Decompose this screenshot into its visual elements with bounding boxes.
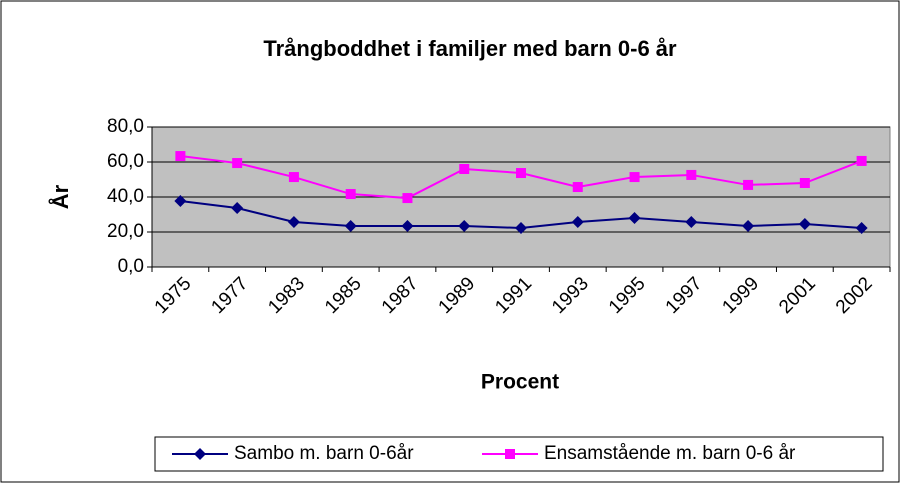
y-tick-label: 60,0 bbox=[107, 151, 144, 172]
legend-label: Ensamstående m. barn 0-6 år bbox=[544, 443, 796, 464]
data-point bbox=[288, 172, 299, 183]
chart-title: Trångboddhet i familjer med barn 0-6 år bbox=[263, 36, 677, 61]
data-point bbox=[174, 195, 187, 208]
legend-marker bbox=[194, 448, 206, 460]
y-tick-label: 40,0 bbox=[107, 186, 144, 207]
data-point bbox=[401, 220, 414, 233]
legend-marker bbox=[505, 449, 515, 459]
data-point bbox=[855, 221, 868, 234]
data-point bbox=[287, 216, 300, 229]
data-point bbox=[232, 158, 243, 169]
y-tick-label: 80,0 bbox=[107, 116, 144, 137]
data-point bbox=[571, 216, 584, 229]
data-point bbox=[231, 202, 244, 215]
data-point bbox=[743, 179, 754, 190]
data-point bbox=[856, 155, 867, 166]
y-axis-label: År bbox=[47, 184, 73, 209]
y-tick-label: 0,0 bbox=[118, 256, 144, 277]
data-point bbox=[685, 216, 698, 229]
data-point bbox=[515, 221, 527, 234]
data-point bbox=[799, 178, 810, 188]
data-point bbox=[628, 212, 641, 224]
data-point bbox=[459, 164, 470, 174]
data-point bbox=[686, 169, 697, 180]
legend-label: Sambo m. barn 0-6år bbox=[234, 443, 414, 464]
data-point bbox=[629, 172, 640, 183]
data-point bbox=[798, 217, 811, 230]
data-point bbox=[344, 220, 357, 233]
y-tick-label: 20,0 bbox=[107, 221, 144, 242]
data-point bbox=[516, 168, 526, 179]
data-point bbox=[345, 189, 356, 200]
data-point bbox=[742, 220, 755, 233]
data-point bbox=[402, 193, 413, 204]
x-axis-label: Procent bbox=[481, 371, 559, 394]
data-point bbox=[458, 220, 471, 233]
data-point bbox=[572, 182, 583, 193]
data-point bbox=[175, 151, 186, 162]
